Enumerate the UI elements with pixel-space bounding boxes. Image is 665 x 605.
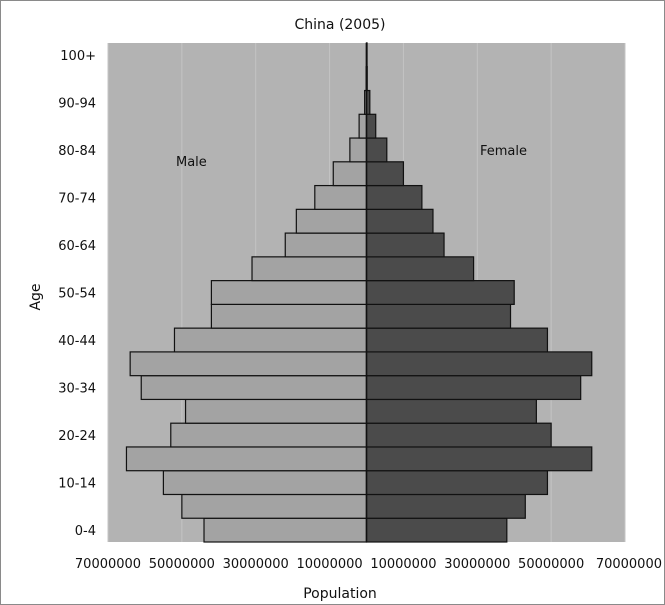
male-bar-35-39 [129, 351, 368, 377]
female-bar-50-54 [365, 280, 515, 305]
y-tick-label: 60-64 [58, 239, 96, 254]
x-axis-title: Population [303, 586, 377, 602]
bars [125, 42, 593, 543]
male-bar-70-74 [314, 184, 368, 210]
female-bar-25-29 [365, 398, 537, 424]
female-bar-10-14 [365, 470, 549, 496]
male-bar-30-34 [140, 375, 368, 401]
x-tick-label: 10000000 [296, 557, 362, 572]
female-series-label: Female [480, 144, 527, 159]
female-bar-30-34 [365, 375, 582, 401]
female-bar-55-59 [365, 256, 475, 282]
x-tick-label: 30000000 [444, 557, 510, 572]
female-bar-5-9 [365, 493, 526, 519]
female-bar-0-4 [365, 517, 508, 543]
male-bar-55-59 [251, 256, 368, 282]
x-axis-ticks: 70000000 50000000 30000000 10000000 10000000… [75, 557, 662, 572]
female-bar-20-24 [365, 422, 552, 448]
female-bar-60-64 [365, 232, 445, 258]
x-tick-label: 50000000 [149, 557, 215, 572]
x-tick-label: 50000000 [518, 557, 584, 572]
female-bar-75-79 [365, 161, 405, 187]
male-bar-80-84 [349, 137, 368, 163]
y-axis-title: Age [28, 283, 44, 310]
male-bar-25-29 [184, 398, 368, 424]
female-bar-35-39 [365, 351, 593, 377]
x-tick-label: 70000000 [596, 557, 662, 572]
male-series-label: Male [176, 155, 207, 170]
male-bar-85-89 [358, 113, 368, 139]
female-bar-80-84 [365, 137, 388, 163]
y-tick-label: 30-34 [58, 382, 96, 397]
y-tick-label: 40-44 [58, 334, 96, 349]
male-bar-50-54 [210, 280, 368, 305]
male-bar-65-69 [295, 208, 368, 234]
y-tick-label: 20-24 [58, 429, 96, 444]
female-bar-15-19 [365, 446, 593, 472]
x-tick-label: 70000000 [75, 557, 141, 572]
female-bar-45-49 [365, 303, 512, 329]
y-tick-label: 50-54 [58, 287, 96, 302]
y-tick-label: 10-14 [58, 477, 96, 492]
male-bar-40-44 [173, 327, 368, 353]
male-bar-5-9 [181, 493, 368, 519]
y-tick-label: 90-94 [58, 96, 96, 111]
female-bar-40-44 [365, 327, 549, 353]
male-bar-75-79 [332, 161, 368, 187]
y-tick-label: 70-74 [58, 191, 96, 206]
x-tick-label: 10000000 [370, 557, 436, 572]
female-bar-70-74 [365, 184, 423, 210]
male-bar-45-49 [210, 303, 368, 329]
x-tick-label: 30000000 [223, 557, 289, 572]
male-bar-10-14 [162, 470, 368, 496]
y-tick-label: 100+ [60, 49, 96, 64]
y-axis-ticks: 0-4 10-14 20-24 30-34 40-44 50-54 60-64 70-74 80… [58, 49, 96, 539]
y-tick-label: 80-84 [58, 144, 96, 159]
chart-title: China (2005) [295, 17, 386, 33]
male-bar-0-4 [203, 517, 368, 543]
female-bar-85-89 [365, 113, 377, 139]
male-bar-15-19 [125, 446, 368, 472]
male-bar-20-24 [170, 422, 368, 448]
female-bar-65-69 [365, 208, 434, 234]
male-bar-60-64 [284, 232, 368, 258]
y-tick-label: 0-4 [75, 524, 96, 539]
